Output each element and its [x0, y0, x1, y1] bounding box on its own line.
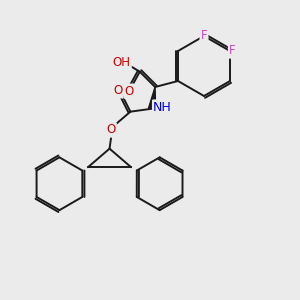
Polygon shape: [148, 87, 156, 109]
Text: F: F: [229, 44, 236, 58]
Text: O: O: [106, 124, 116, 136]
Text: F: F: [201, 29, 207, 42]
Text: OH: OH: [112, 56, 130, 69]
Text: O: O: [113, 84, 122, 97]
Text: O: O: [124, 85, 134, 98]
Text: NH: NH: [153, 101, 172, 114]
